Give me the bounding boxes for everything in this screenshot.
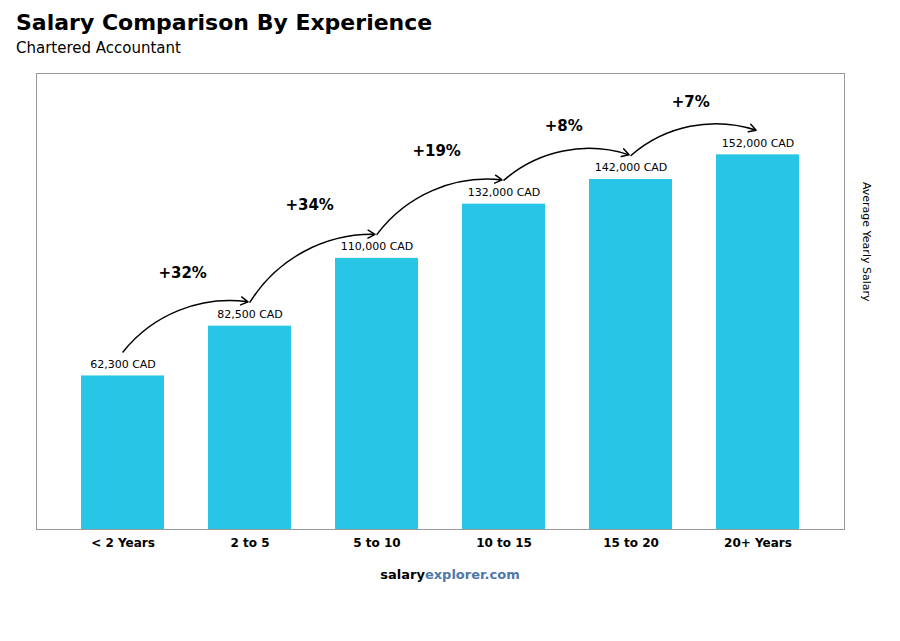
svg-text:+34%: +34%	[285, 196, 333, 214]
svg-text:132,000 CAD: 132,000 CAD	[468, 186, 541, 199]
svg-text:+32%: +32%	[158, 264, 206, 282]
svg-text:Average Yearly Salary: Average Yearly Salary	[860, 182, 873, 302]
html-text:salary explorer.com: salary explorer.com	[380, 567, 520, 582]
html-text:Salary Comparison By Experienc: Salary Comparison By Experience	[16, 10, 433, 35]
svg-text:82,500 CAD: 82,500 CAD	[217, 308, 283, 321]
svg-text:142,000 CAD: 142,000 CAD	[595, 161, 668, 174]
svg-text:5 to 10: 5 to 10	[353, 536, 400, 550]
svg-text:+8%: +8%	[545, 117, 583, 135]
svg-text:20+ Years: 20+ Years	[724, 536, 792, 550]
svg-text:15 to 20: 15 to 20	[603, 536, 659, 550]
svg-text:10 to 15: 10 to 15	[476, 536, 532, 550]
svg-text:+19%: +19%	[412, 142, 460, 160]
svg-text:62,300 CAD: 62,300 CAD	[90, 358, 156, 371]
svg-text:+7%: +7%	[672, 93, 710, 111]
svg-text:2 to 5: 2 to 5	[230, 536, 269, 550]
html-text:Chartered Accountant: Chartered Accountant	[16, 39, 181, 57]
svg-text:< 2 Years: < 2 Years	[91, 536, 155, 550]
svg-text:152,000 CAD: 152,000 CAD	[722, 137, 795, 150]
svg-text:110,000 CAD: 110,000 CAD	[341, 240, 414, 253]
